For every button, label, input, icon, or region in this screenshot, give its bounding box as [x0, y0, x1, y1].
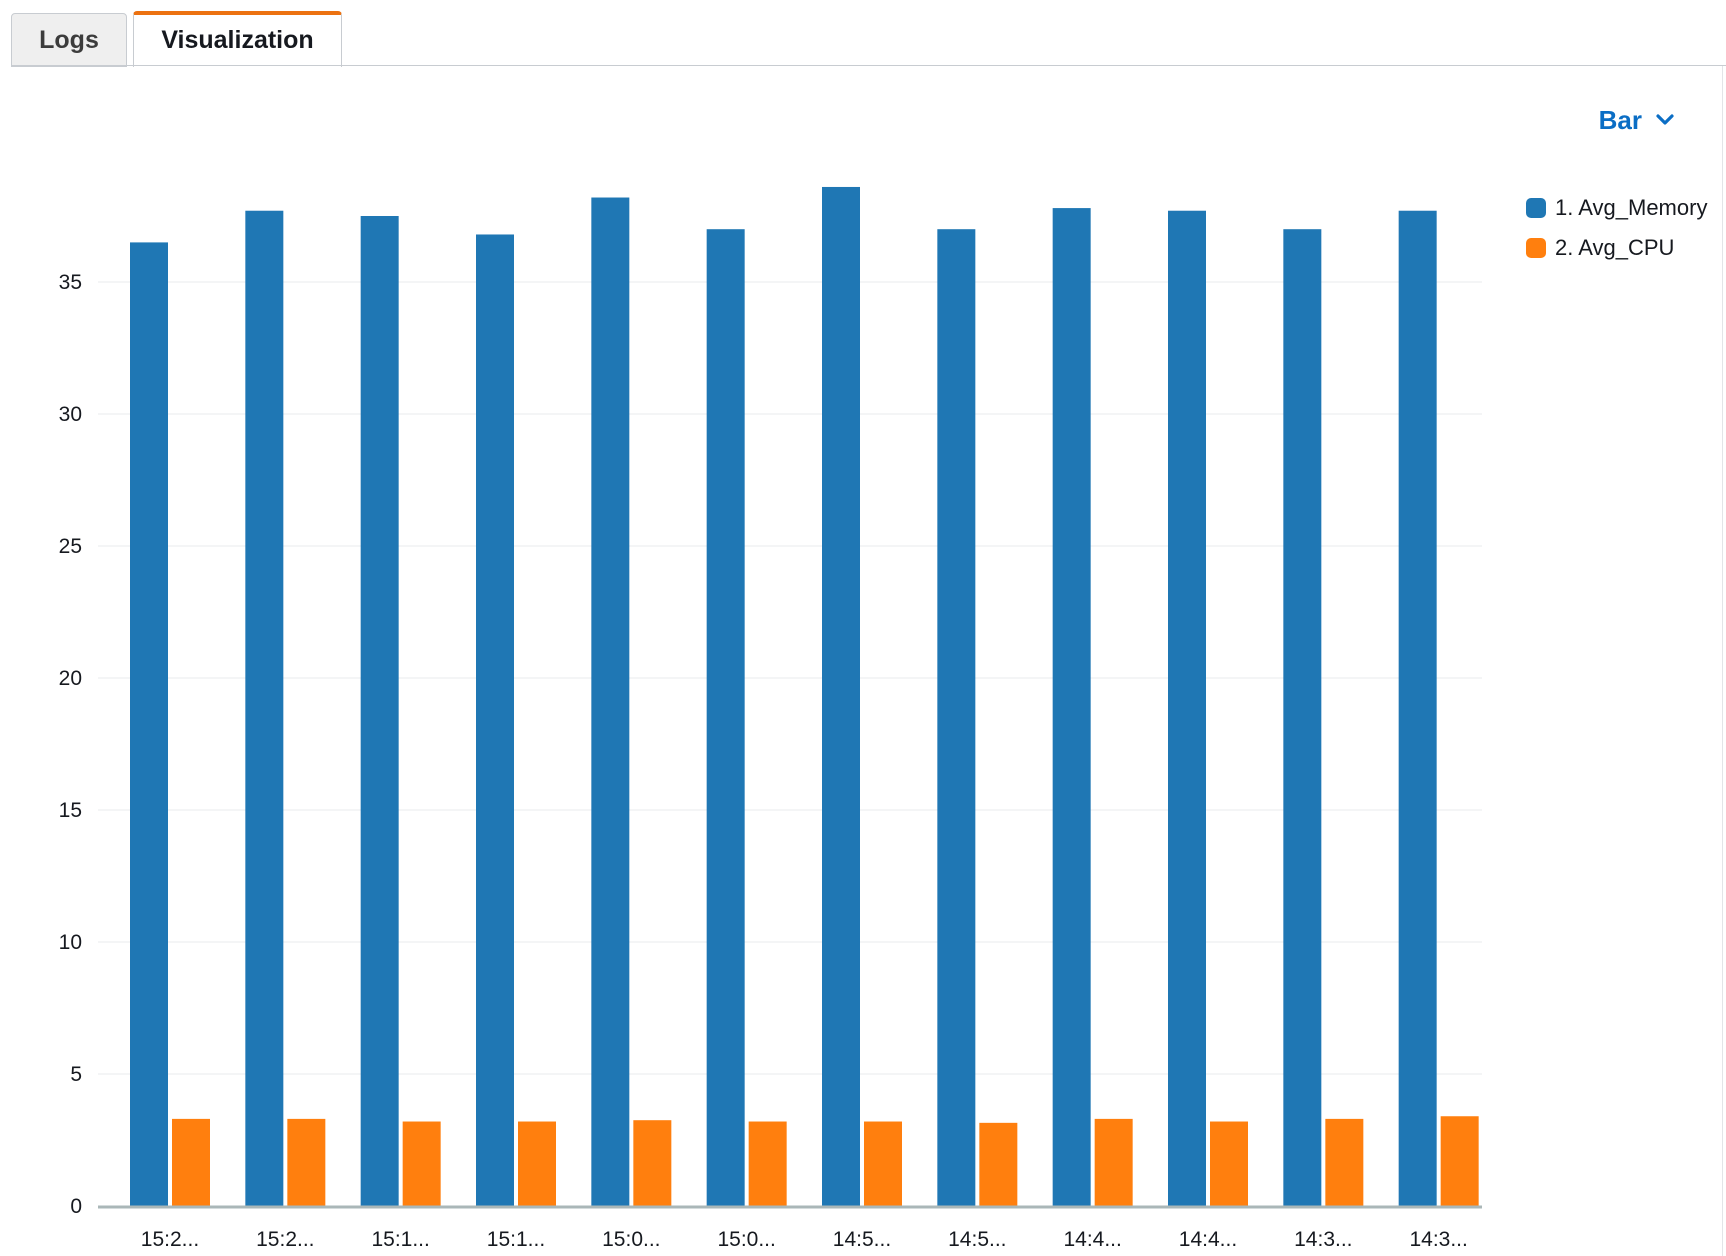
bar-avg-memory: [1283, 229, 1322, 1206]
legend-item-avg-memory[interactable]: 1. Avg_Memory: [1526, 188, 1707, 228]
chart-type-label: Bar: [1598, 104, 1642, 135]
x-tick-label: 14:4...: [1063, 1228, 1121, 1251]
legend-label-avg-cpu: 2. Avg_CPU: [1555, 235, 1675, 260]
legend-swatch-avg-cpu: [1526, 238, 1546, 258]
bar-avg-memory: [822, 186, 860, 1207]
bar-avg-cpu: [1440, 1116, 1479, 1206]
bar-avg-memory: [1168, 210, 1206, 1207]
legend-swatch-avg-memory: [1526, 198, 1546, 218]
y-tick-label: 30: [59, 403, 82, 426]
tab-visualization[interactable]: Visualization: [133, 11, 342, 67]
bar-avg-cpu: [172, 1118, 210, 1206]
tab-logs[interactable]: Logs: [11, 13, 127, 67]
chevron-down-icon: [1656, 114, 1674, 125]
bar-avg-memory: [476, 234, 514, 1207]
panel-border: [1722, 66, 1723, 1256]
y-tick-label: 35: [59, 271, 82, 294]
x-tick-label: 14:5...: [948, 1228, 1006, 1251]
legend-item-avg-cpu[interactable]: 2. Avg_CPU: [1526, 228, 1707, 268]
chart-legend: 1. Avg_Memory 2. Avg_CPU: [1526, 188, 1707, 268]
x-tick-label: 14:3...: [1294, 1228, 1352, 1251]
bar-avg-memory: [591, 197, 630, 1206]
x-tick-label: 15:1...: [487, 1228, 545, 1251]
x-tick-label: 15:2...: [141, 1228, 199, 1251]
x-tick-label: 14:5...: [833, 1228, 891, 1251]
x-tick-label: 15:0...: [717, 1228, 775, 1251]
bar-avg-memory: [245, 210, 284, 1207]
y-tick-label: 0: [70, 1195, 82, 1218]
chart-type-selector[interactable]: Bar: [1599, 100, 1674, 140]
y-tick-label: 10: [59, 931, 82, 954]
legend-label-avg-memory: 1. Avg_Memory: [1555, 195, 1708, 220]
bar-avg-memory: [1398, 210, 1437, 1207]
bar-avg-cpu: [748, 1121, 787, 1206]
bar-avg-memory: [130, 242, 168, 1206]
tab-bar: Logs Visualization: [0, 0, 1726, 67]
y-tick-label: 5: [70, 1063, 82, 1086]
bar-avg-cpu: [633, 1120, 672, 1206]
bar-avg-memory: [360, 216, 399, 1206]
x-tick-label: 15:1...: [371, 1228, 429, 1251]
x-tick-label: 14:3...: [1409, 1228, 1467, 1251]
bar-avg-cpu: [864, 1121, 902, 1206]
y-tick-label: 15: [59, 799, 82, 822]
bar-avg-cpu: [1094, 1118, 1133, 1206]
tab-divider: [11, 65, 1726, 66]
x-tick-label: 15:0...: [602, 1228, 660, 1251]
bar-avg-memory: [1052, 208, 1091, 1206]
bar-avg-cpu: [287, 1118, 326, 1206]
x-tick-label: 14:4...: [1179, 1228, 1237, 1251]
bar-avg-memory: [706, 229, 745, 1206]
x-tick-label: 15:2...: [256, 1228, 314, 1251]
bar-avg-cpu: [1210, 1121, 1248, 1206]
y-tick-label: 25: [59, 535, 82, 558]
bar-avg-memory: [937, 229, 976, 1206]
bar-avg-cpu: [518, 1121, 556, 1206]
bar-chart: 0 5 10 15 20 25 30 35 15:2... 15:2... 15:1... 15:1.…: [59, 186, 1482, 1251]
bar-avg-cpu: [1325, 1118, 1364, 1206]
bar-avg-cpu: [979, 1122, 1018, 1206]
y-tick-label: 20: [59, 667, 82, 690]
bar-avg-cpu: [402, 1121, 441, 1206]
